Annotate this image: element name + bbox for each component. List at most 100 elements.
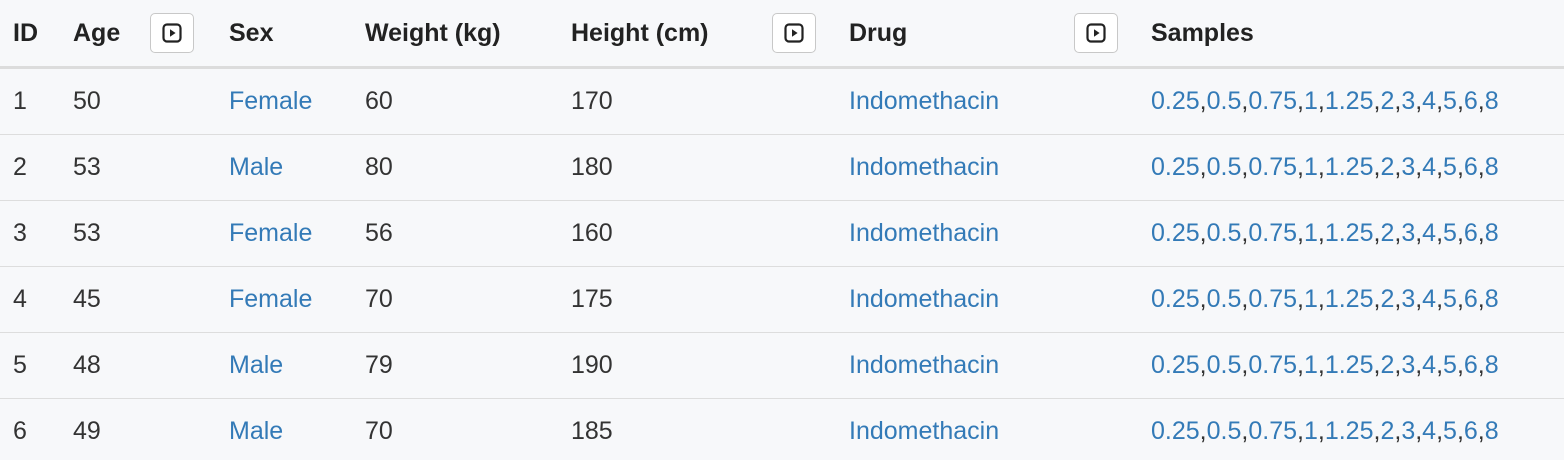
- sample-link[interactable]: 2: [1380, 285, 1395, 313]
- cell-samples: 0.25,0.5,0.75,1,1.25,2,3,4,5,6,8: [1138, 67, 1564, 135]
- sample-link[interactable]: 3: [1401, 219, 1416, 247]
- sample-link[interactable]: 8: [1484, 285, 1499, 313]
- expand-column-button[interactable]: [1074, 13, 1118, 53]
- cell-height: 180: [558, 134, 770, 201]
- sample-link[interactable]: 6: [1463, 87, 1478, 115]
- sample-link[interactable]: 2: [1380, 417, 1395, 445]
- cell-spacer: [148, 67, 216, 135]
- sample-link[interactable]: 5: [1443, 351, 1457, 379]
- cell-sex-value[interactable]: Female: [229, 219, 313, 247]
- cell-drug-value[interactable]: Indomethacin: [849, 417, 1000, 445]
- sample-link[interactable]: 6: [1463, 285, 1478, 313]
- sample-link[interactable]: 0.5: [1206, 219, 1242, 247]
- column-header-weight[interactable]: Weight (kg): [352, 0, 558, 69]
- sample-separator: ,: [1394, 285, 1402, 313]
- column-header-samples[interactable]: Samples: [1138, 0, 1564, 69]
- sample-link[interactable]: 0.5: [1206, 153, 1242, 181]
- sample-separator: ,: [1199, 87, 1207, 115]
- cell-drug-value[interactable]: Indomethacin: [849, 219, 1000, 247]
- sample-link[interactable]: 2: [1380, 153, 1395, 181]
- sample-link[interactable]: 1: [1303, 351, 1318, 379]
- sample-link[interactable]: 1: [1303, 285, 1318, 313]
- cell-sex-value[interactable]: Female: [229, 285, 313, 313]
- sample-link[interactable]: 4: [1422, 87, 1437, 115]
- sample-link[interactable]: 0.5: [1206, 87, 1242, 115]
- sample-link[interactable]: 1: [1303, 87, 1318, 115]
- sample-link[interactable]: 1: [1303, 417, 1318, 445]
- sample-link[interactable]: 0.25: [1151, 219, 1200, 247]
- sample-link[interactable]: 6: [1463, 153, 1478, 181]
- sample-link[interactable]: 4: [1422, 219, 1437, 247]
- sample-link[interactable]: 1.25: [1324, 153, 1374, 181]
- sample-link[interactable]: 5: [1443, 285, 1457, 313]
- column-header-sex[interactable]: Sex: [216, 0, 352, 69]
- column-header-drug[interactable]: Drug: [836, 0, 1072, 69]
- sample-separator: ,: [1373, 153, 1381, 181]
- cell-age: 50: [60, 67, 148, 135]
- cell-sex-value[interactable]: Male: [229, 351, 284, 379]
- sample-separator: ,: [1373, 285, 1381, 313]
- sample-link[interactable]: 0.25: [1151, 285, 1200, 313]
- sample-separator: ,: [1394, 219, 1402, 247]
- sample-link[interactable]: 1.25: [1324, 351, 1374, 379]
- sample-link[interactable]: 3: [1401, 285, 1416, 313]
- sample-link[interactable]: 0.5: [1206, 351, 1242, 379]
- sample-link[interactable]: 0.75: [1248, 87, 1298, 115]
- sample-link[interactable]: 5: [1443, 219, 1457, 247]
- sample-link[interactable]: 5: [1443, 417, 1457, 445]
- sample-link[interactable]: 0.75: [1248, 351, 1298, 379]
- sample-link[interactable]: 1.25: [1324, 87, 1374, 115]
- sample-link[interactable]: 0.5: [1206, 285, 1242, 313]
- sample-link[interactable]: 8: [1484, 87, 1499, 115]
- sample-link[interactable]: 0.25: [1151, 351, 1200, 379]
- sample-link[interactable]: 0.25: [1151, 153, 1200, 181]
- cell-sex-value[interactable]: Male: [229, 417, 284, 445]
- sample-link[interactable]: 6: [1463, 351, 1478, 379]
- expand-column-button[interactable]: [150, 13, 194, 53]
- column-header-height[interactable]: Height (cm): [558, 0, 770, 69]
- sample-link[interactable]: 0.25: [1151, 417, 1200, 445]
- sample-link[interactable]: 8: [1484, 417, 1499, 445]
- sample-link[interactable]: 1.25: [1324, 417, 1374, 445]
- sample-link[interactable]: 1: [1303, 219, 1318, 247]
- sample-link[interactable]: 0.25: [1151, 87, 1200, 115]
- cell-drug-value[interactable]: Indomethacin: [849, 153, 1000, 181]
- sample-link[interactable]: 4: [1422, 417, 1437, 445]
- sample-link[interactable]: 6: [1463, 417, 1478, 445]
- sample-link[interactable]: 5: [1443, 87, 1457, 115]
- sample-link[interactable]: 0.75: [1248, 219, 1298, 247]
- cell-height-value: 170: [571, 87, 613, 115]
- sample-link[interactable]: 0.75: [1248, 153, 1298, 181]
- sample-link[interactable]: 4: [1422, 285, 1437, 313]
- sample-link[interactable]: 2: [1380, 87, 1395, 115]
- sample-link[interactable]: 8: [1484, 351, 1499, 379]
- sample-link[interactable]: 3: [1401, 87, 1416, 115]
- cell-drug-value[interactable]: Indomethacin: [849, 87, 1000, 115]
- sample-link[interactable]: 1.25: [1324, 219, 1374, 247]
- column-header-age[interactable]: Age: [60, 0, 148, 69]
- cell-id-value: 5: [13, 351, 27, 379]
- sample-link[interactable]: 5: [1443, 153, 1457, 181]
- sample-link[interactable]: 2: [1380, 351, 1395, 379]
- cell-sex-value[interactable]: Female: [229, 87, 313, 115]
- cell-sex-value[interactable]: Male: [229, 153, 284, 181]
- cell-drug-value[interactable]: Indomethacin: [849, 351, 1000, 379]
- cell-id: 2: [0, 134, 60, 201]
- sample-link[interactable]: 3: [1401, 153, 1416, 181]
- sample-link[interactable]: 3: [1401, 351, 1416, 379]
- sample-link[interactable]: 4: [1422, 351, 1437, 379]
- sample-link[interactable]: 6: [1463, 219, 1478, 247]
- column-header-id[interactable]: ID: [0, 0, 60, 69]
- sample-link[interactable]: 3: [1401, 417, 1416, 445]
- sample-link[interactable]: 2: [1380, 219, 1395, 247]
- expand-column-button[interactable]: [772, 13, 816, 53]
- sample-link[interactable]: 0.5: [1206, 417, 1242, 445]
- sample-link[interactable]: 4: [1422, 153, 1437, 181]
- sample-link[interactable]: 1: [1303, 153, 1318, 181]
- sample-link[interactable]: 0.75: [1248, 417, 1298, 445]
- sample-link[interactable]: 0.75: [1248, 285, 1298, 313]
- sample-link[interactable]: 8: [1484, 219, 1499, 247]
- sample-link[interactable]: 8: [1484, 153, 1499, 181]
- sample-link[interactable]: 1.25: [1324, 285, 1374, 313]
- cell-drug-value[interactable]: Indomethacin: [849, 285, 1000, 313]
